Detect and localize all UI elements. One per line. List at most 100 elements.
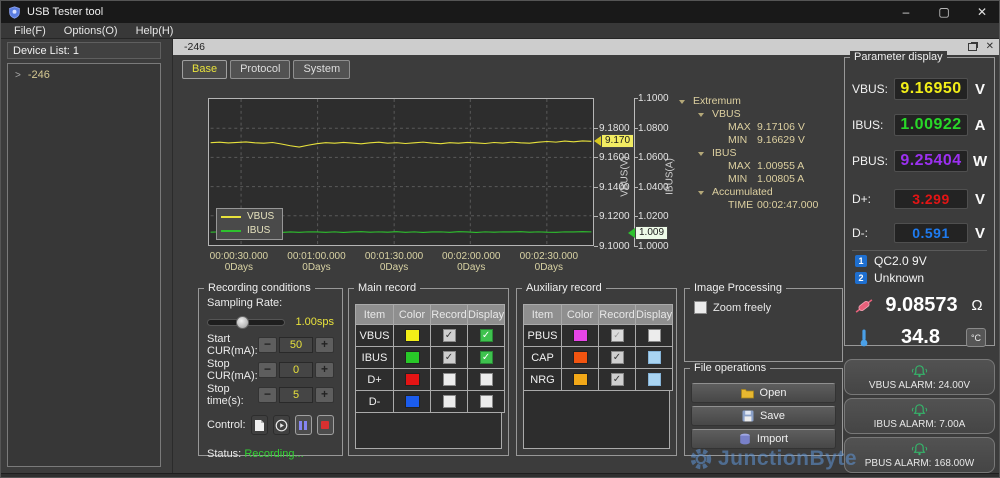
stop-time-value[interactable]: 5 xyxy=(279,386,313,403)
color-swatch[interactable] xyxy=(404,351,420,364)
menu-item-help[interactable]: Help(H) xyxy=(135,24,174,37)
extremum-root[interactable]: Extremum xyxy=(693,95,741,107)
ibus-value: 1.00922 xyxy=(894,114,968,136)
record-checkbox[interactable] xyxy=(610,373,624,386)
extremum-tree: Extremum VBUS MAX 9.17106 V MIN 9.16629 V … xyxy=(677,95,857,212)
maximize-button[interactable]: ▢ xyxy=(938,5,950,19)
color-swatch[interactable] xyxy=(404,373,420,386)
alarm-bell-icon xyxy=(911,403,928,416)
close-button[interactable]: ✕ xyxy=(976,5,988,19)
floppy-disk-icon xyxy=(742,410,754,422)
vbus-value: 9.16950 xyxy=(894,78,968,100)
pause-button[interactable] xyxy=(294,415,312,435)
zoom-freely-checkbox[interactable] xyxy=(694,301,707,314)
expand-chevron-icon[interactable]: > xyxy=(15,69,21,81)
file-operations-panel: File operations Open Save Import xyxy=(684,362,843,456)
display-checkbox[interactable] xyxy=(479,351,493,364)
decrement-button[interactable]: − xyxy=(258,386,277,403)
vbus-alarm-button[interactable]: VBUS ALARM: 24.00V xyxy=(844,359,995,395)
display-checkbox[interactable] xyxy=(647,373,661,386)
color-swatch[interactable] xyxy=(404,329,420,342)
collapse-triangle-icon[interactable] xyxy=(679,100,685,104)
pbus-alarm-button[interactable]: PBUS ALARM: 168.00W xyxy=(844,437,995,473)
display-checkbox[interactable] xyxy=(479,373,493,386)
vbus-min-key: MIN xyxy=(728,134,748,146)
collapse-triangle-icon[interactable] xyxy=(698,113,704,117)
slider-thumb[interactable] xyxy=(236,315,249,329)
dock-close-icon[interactable]: ✕ xyxy=(985,41,994,52)
increment-button[interactable]: + xyxy=(315,336,334,353)
save-button[interactable]: Save xyxy=(691,406,836,426)
device-list-item[interactable]: > -246 xyxy=(8,64,160,86)
color-swatch[interactable] xyxy=(404,395,420,408)
vbus-label: VBUS: xyxy=(852,82,889,96)
protocol-status: Unknown xyxy=(874,271,925,285)
image-processing-panel: Image Processing Zoom freely xyxy=(684,282,843,362)
display-checkbox[interactable] xyxy=(479,329,493,342)
ibus-legend-label: IBUS xyxy=(247,225,271,236)
ibus-max-value: 1.00955 A xyxy=(757,160,805,172)
extremum-vbus[interactable]: VBUS xyxy=(712,108,741,120)
item-cell: D- xyxy=(355,390,394,413)
play-button[interactable] xyxy=(272,415,290,435)
decrement-button[interactable]: − xyxy=(258,361,277,378)
increment-button[interactable]: + xyxy=(315,386,334,403)
import-button[interactable]: Import xyxy=(691,429,836,449)
record-checkbox[interactable] xyxy=(442,373,456,386)
new-file-icon xyxy=(254,419,264,431)
ibus-label: IBUS: xyxy=(852,118,884,132)
trend-chart[interactable]: VBUS IBUS 00:00:30.000 0Days 00:01:00.000 0… xyxy=(208,93,676,273)
column-header: Record xyxy=(430,304,468,325)
record-checkbox[interactable] xyxy=(442,395,456,408)
open-button[interactable]: Open xyxy=(691,383,836,403)
record-checkbox[interactable] xyxy=(610,351,624,364)
dock-tab[interactable]: -246 xyxy=(184,41,206,53)
start-cur-value[interactable]: 50 xyxy=(279,336,313,353)
pbus-alarm-label: PBUS ALARM: 168.00W xyxy=(864,457,975,469)
color-swatch[interactable] xyxy=(572,329,588,342)
thermometer-icon xyxy=(853,328,875,348)
tab-system[interactable]: System xyxy=(293,60,351,79)
device-list-header: Device List: 1 xyxy=(7,42,161,59)
display-checkbox[interactable] xyxy=(647,351,661,364)
view-tabs: Base Protocol System xyxy=(182,60,351,79)
display-checkbox[interactable] xyxy=(647,329,661,342)
float-window-icon[interactable] xyxy=(967,43,977,51)
display-checkbox[interactable] xyxy=(479,395,493,408)
menu-item-file[interactable]: File(F) xyxy=(14,24,46,37)
ibus-axis-label: IBUS(A) xyxy=(664,158,676,195)
main-record-table: Item Color Record Display VBUS IBUS xyxy=(355,304,506,413)
ibus-alarm-button[interactable]: IBUS ALARM: 7.00A xyxy=(844,398,995,434)
record-checkbox[interactable] xyxy=(442,351,456,364)
start-cur-label: Start CUR(mA): xyxy=(207,332,258,357)
vbus-max-key: MAX xyxy=(728,121,751,133)
collapse-triangle-icon[interactable] xyxy=(698,191,704,195)
folder-icon xyxy=(740,388,754,398)
stop-cur-value[interactable]: 0 xyxy=(279,361,313,378)
new-record-button[interactable] xyxy=(250,415,268,435)
column-header: Item xyxy=(523,304,562,325)
temperature-unit-button[interactable]: °C xyxy=(966,328,986,347)
alarm-bell-icon xyxy=(911,364,928,377)
record-checkbox[interactable] xyxy=(442,329,456,342)
menu-item-options[interactable]: Options(O) xyxy=(63,24,118,37)
color-swatch[interactable] xyxy=(572,373,588,386)
minimize-button[interactable]: – xyxy=(902,5,910,19)
record-checkbox[interactable] xyxy=(610,329,624,342)
collapse-triangle-icon[interactable] xyxy=(698,152,704,156)
decrement-button[interactable]: − xyxy=(258,336,277,353)
extremum-ibus[interactable]: IBUS xyxy=(712,147,737,159)
increment-button[interactable]: + xyxy=(315,361,334,378)
status-value: Recording... xyxy=(244,448,304,460)
main-record-panel: Main record Item Color Record Display VB… xyxy=(348,282,509,456)
sampling-rate-slider[interactable] xyxy=(207,315,286,329)
color-swatch[interactable] xyxy=(572,351,588,364)
extremum-accumulated[interactable]: Accumulated xyxy=(712,186,773,198)
tab-protocol[interactable]: Protocol xyxy=(230,60,291,79)
y-axis-tick-label: 9.1800 xyxy=(599,122,630,134)
ibus-axis-ticks: 1.1000 1.0800 1.0600 1.0400 1.0200 1.0000 xyxy=(634,93,674,252)
temperature-value: 34.8 xyxy=(901,326,940,348)
tab-base[interactable]: Base xyxy=(182,60,228,79)
stop-button[interactable] xyxy=(316,415,334,435)
plot-area[interactable]: VBUS IBUS xyxy=(208,98,594,246)
